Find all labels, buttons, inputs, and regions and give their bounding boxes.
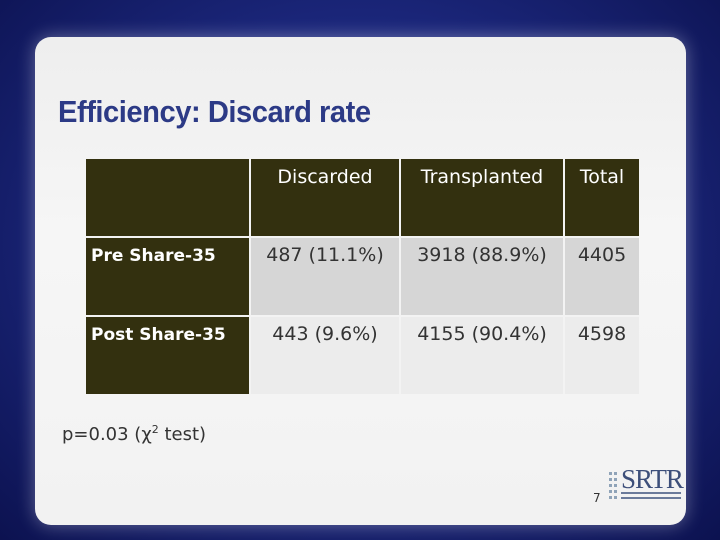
footnote-superscript: 2 <box>151 423 159 436</box>
page-number: 7 <box>593 491 601 505</box>
footnote-suffix: test) <box>158 424 207 445</box>
cell-pre-transplanted: 3918 (88.9%) <box>399 236 564 316</box>
cell-post-discarded: 443 (9.6%) <box>249 315 400 394</box>
cell-pre-total: 4405 <box>563 236 639 316</box>
column-header-total: Total <box>563 159 639 237</box>
cell-post-total: 4598 <box>563 315 639 394</box>
table-corner-cell <box>86 159 250 237</box>
p-value-footnote: p=0.03 (χ2 test) <box>62 423 206 445</box>
table-row: Post Share-35 443 (9.6%) 4155 (90.4%) 45… <box>86 315 639 394</box>
srtr-logo-icon: SRTR <box>609 464 684 508</box>
logo-subtext-lines <box>621 492 681 506</box>
cell-pre-discarded: 487 (11.1%) <box>249 236 400 316</box>
column-header-transplanted: Transplanted <box>399 159 564 237</box>
footnote-prefix: p=0.03 (χ <box>62 424 152 445</box>
row-label-pre-share-35: Pre Share-35 <box>86 236 250 316</box>
cell-post-transplanted: 4155 (90.4%) <box>399 315 564 394</box>
row-label-post-share-35: Post Share-35 <box>86 315 250 394</box>
table-row: Pre Share-35 487 (11.1%) 3918 (88.9%) 44… <box>86 236 639 316</box>
discard-rate-table: Discarded Transplanted Total Pre Share-3… <box>86 159 639 394</box>
column-header-discarded: Discarded <box>249 159 400 237</box>
slide-title: Efficiency: Discard rate <box>58 94 371 129</box>
logo-dot-grid <box>609 466 619 506</box>
logo-wordmark: SRTR <box>621 464 684 494</box>
table-header-row: Discarded Transplanted Total <box>86 159 639 237</box>
